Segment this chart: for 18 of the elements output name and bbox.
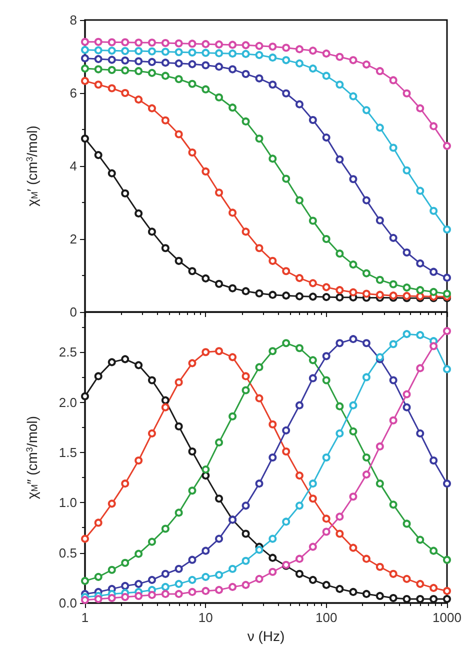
y-tick-label: 2.0 [58,394,77,410]
y-tick-label: 1.0 [58,495,77,510]
y-tick-label: 1.5 [58,444,77,460]
y-tick-label: 0.0 [58,596,77,610]
y-tick-label: 4 [70,158,77,174]
x-tick-label: 1 [81,610,89,625]
x-tick-label: 100 [315,610,338,625]
y-tick-label: 0.5 [58,545,77,560]
y-tick-label: 8 [70,12,77,28]
x-tick-label: 1000 [432,610,462,625]
x-tick-label: 10 [198,610,213,625]
y-tick-label: 2.5 [58,344,77,360]
y-tick-label: 2 [70,232,77,246]
y-tick-label: 0 [70,304,77,320]
y-axis-title: χM″ (cm3/mol) [24,416,40,500]
y-tick-label: 6 [70,86,77,100]
x-axis-title: ν (Hz) [247,628,285,644]
y-axis-title: χM′ (cm3/mol) [24,126,40,206]
